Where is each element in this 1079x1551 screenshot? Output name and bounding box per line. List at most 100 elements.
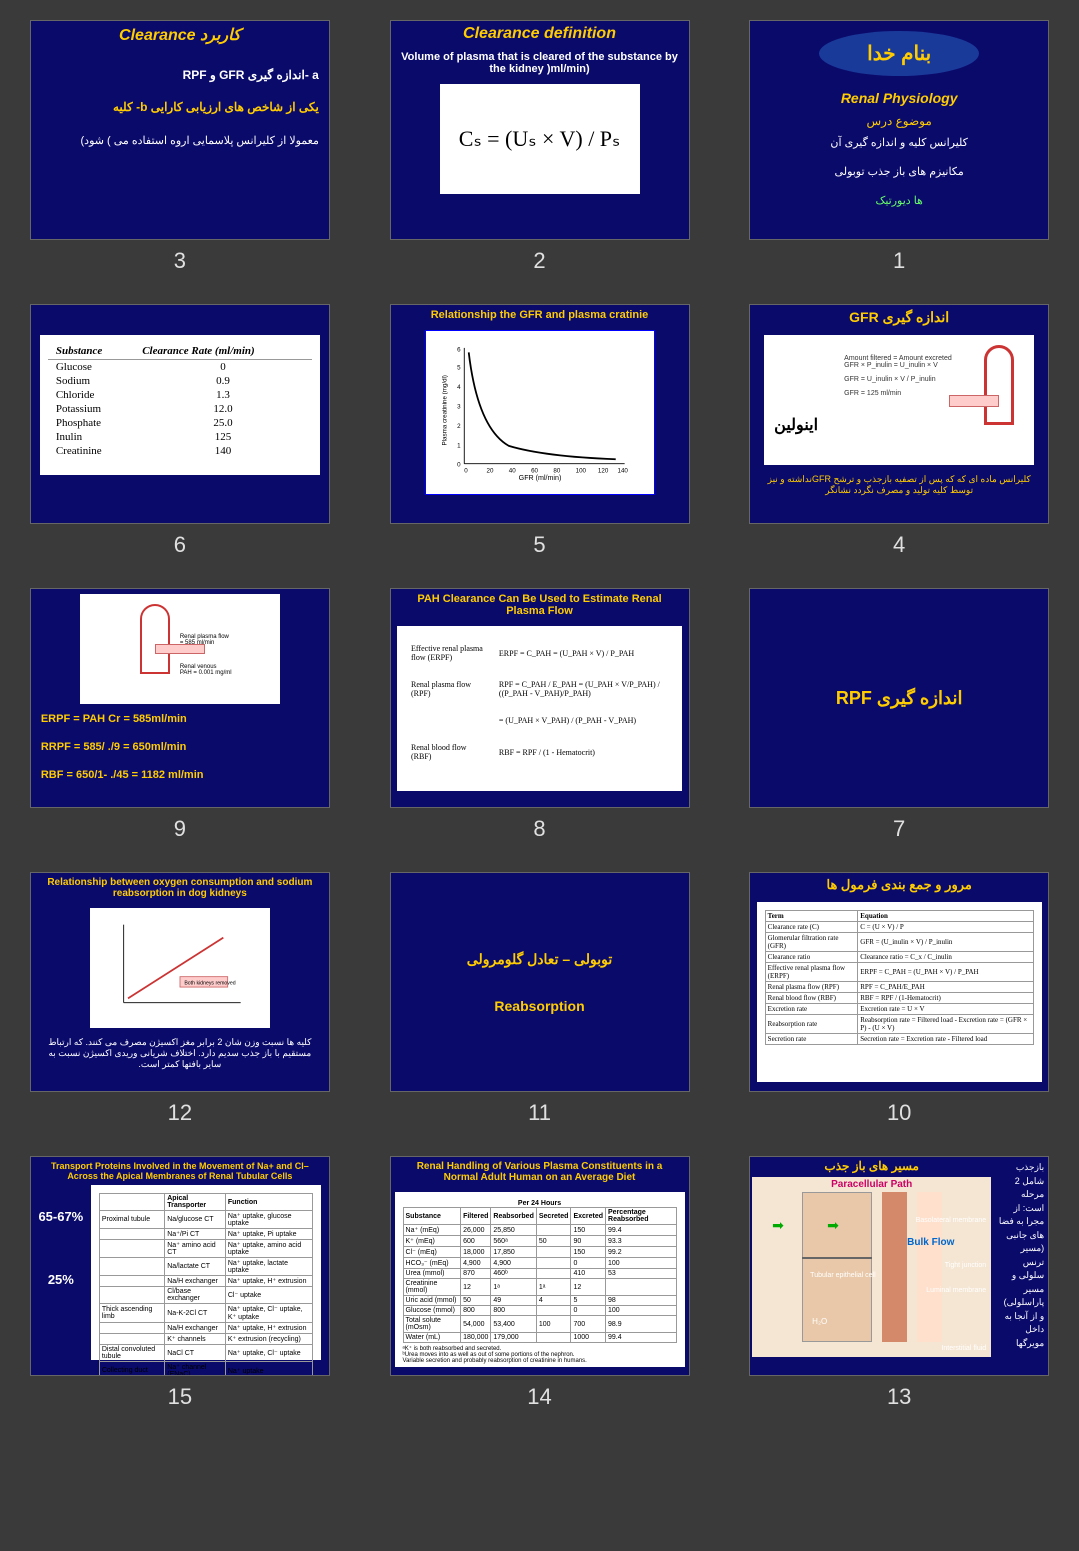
renal-table: SubstanceFilteredReabsorbedSecretedExcre…	[403, 1207, 677, 1343]
slide-number: 3	[174, 248, 186, 274]
slide-2-wrap: Clearance definition Volume of plasma th…	[380, 20, 700, 274]
slide-5[interactable]: Relationship the GFR and plasma cratinie…	[390, 304, 690, 524]
slide-grid: بنام خدا Renal Physiology موضوع درس کلیر…	[20, 20, 1059, 1410]
formula-table: TermEquation Clearance rate (C)C = (U × …	[757, 902, 1042, 1082]
slide-11[interactable]: توبولی – تعادل گلومرولی Reabsorption	[390, 872, 690, 1092]
table-box: Per 24 Hours SubstanceFilteredReabsorbed…	[395, 1192, 685, 1367]
slide-1[interactable]: بنام خدا Renal Physiology موضوع درس کلیر…	[749, 20, 1049, 240]
svg-text:5: 5	[457, 364, 461, 371]
line: موضوع درس	[750, 110, 1048, 132]
chart: Both kidneys removed	[90, 908, 270, 1028]
chart: GFR (ml/min) Plasma creatinine (mg/dl) 0…	[425, 330, 655, 495]
svg-text:6: 6	[457, 346, 461, 353]
line: یکی از شاخص های ارزیابی کارایی b- کلیه	[31, 96, 329, 118]
slide-9-wrap: Renal plasma flow= 585 ml/min Renal veno…	[20, 588, 340, 842]
line: توبولی – تعادل گلومرولی	[467, 951, 612, 968]
line: RBF = 650/1- ./45 = 1182 ml/min	[31, 765, 329, 785]
formula-box: Cₛ = (Uₛ × V) / Pₛ	[440, 84, 640, 194]
cell-diagram: Paracellular Path ➡ ➡ Bulk Flow Tubular …	[752, 1177, 991, 1357]
slide-4-wrap: اندازه گیری GFR اینولین Amount filtered …	[739, 304, 1059, 558]
slide-10-wrap: مرور و جمع بندی فرمول ها TermEquation Cl…	[739, 872, 1059, 1126]
slide-11-wrap: توبولی – تعادل گلومرولی Reabsorption 11	[380, 872, 700, 1126]
svg-text:100: 100	[575, 468, 586, 475]
title: PAH Clearance Can Be Used to Estimate Re…	[391, 589, 689, 621]
svg-text:3: 3	[457, 403, 461, 410]
line: ERPF = PAH Cr = 585ml/min	[31, 709, 329, 729]
slide-7[interactable]: اندازه گیری RPF	[749, 588, 1049, 808]
footer: کلیه ها نسبت وزن شان 2 برابر مغز اکسیژن …	[31, 1033, 329, 1074]
svg-text:140: 140	[617, 468, 628, 475]
svg-text:60: 60	[531, 468, 538, 475]
formula-table: Effective renal plasma flow (ERPF)ERPF =…	[397, 626, 682, 791]
slide-7-wrap: اندازه گیری RPF 7	[739, 588, 1059, 842]
slide-number: 11	[528, 1100, 551, 1126]
line: RRPF = 585/ ./9 = 650ml/min	[31, 737, 329, 757]
slide-9[interactable]: Renal plasma flow= 585 ml/min Renal veno…	[30, 588, 330, 808]
line: معمولا از کلیرانس پلاسمایی اروه استفاده …	[31, 130, 329, 151]
diagram: اینولین Amount filtered = Amount excrete…	[764, 335, 1034, 465]
slide-number: 5	[533, 532, 545, 558]
slide-12[interactable]: Relationship between oxygen consumption …	[30, 872, 330, 1092]
ylabel: Plasma creatinine (mg/dl)	[441, 375, 448, 446]
sidebar: بازجذب شامل 2 مرحله است: از مجرا به فضا …	[993, 1157, 1048, 1375]
subtitle: Volume of plasma that is cleared of the …	[391, 47, 689, 79]
slide-14-wrap: Renal Handling of Various Plasma Constit…	[380, 1156, 700, 1410]
slide-15-wrap: Transport Proteins Involved in the Movem…	[20, 1156, 340, 1410]
footer: کلیرانس ماده ای که که پس از تصفیه بازجذب…	[750, 470, 1048, 500]
title: مرور و جمع بندی فرمول ها	[750, 873, 1048, 897]
slide-3[interactable]: کاربرد Clearance a -اندازه گیری GFR و RP…	[30, 20, 330, 240]
slide-number: 9	[174, 816, 186, 842]
slide-2[interactable]: Clearance definition Volume of plasma th…	[390, 20, 690, 240]
diagram: Renal plasma flow= 585 ml/min Renal veno…	[80, 594, 280, 704]
svg-text:0: 0	[457, 461, 461, 468]
slide-10[interactable]: مرور و جمع بندی فرمول ها TermEquation Cl…	[749, 872, 1049, 1092]
slide-number: 14	[527, 1384, 551, 1410]
title: کاربرد Clearance	[31, 21, 329, 49]
slide-15[interactable]: Transport Proteins Involved in the Movem…	[30, 1156, 330, 1376]
slide-4[interactable]: اندازه گیری GFR اینولین Amount filtered …	[749, 304, 1049, 524]
slide-12-wrap: Relationship between oxygen consumption …	[20, 872, 340, 1126]
title: Clearance definition	[391, 21, 689, 47]
transport-table: Apical TransporterFunction Proximal tubu…	[99, 1193, 313, 1376]
table-box: SubstanceClearance Rate (ml/min) Glucose…	[40, 335, 320, 475]
slide-13[interactable]: مسیر های باز جذب Paracellular Path ➡ ➡ B…	[749, 1156, 1049, 1376]
slide-number: 15	[168, 1384, 192, 1410]
line: ها دیورتیک	[750, 190, 1048, 211]
pct1: 65-67%	[38, 1209, 83, 1224]
slide-number: 4	[893, 532, 905, 558]
title: Relationship between oxygen consumption …	[31, 873, 329, 903]
title-oval: بنام خدا	[819, 31, 979, 76]
clearance-table: SubstanceClearance Rate (ml/min) Glucose…	[48, 343, 312, 458]
slide-5-wrap: Relationship the GFR and plasma cratinie…	[380, 304, 700, 558]
xlabel: GFR (ml/min)	[518, 474, 561, 482]
svg-text:1: 1	[457, 443, 461, 450]
line: Reabsorption	[494, 998, 584, 1014]
slide-13-wrap: مسیر های باز جذب Paracellular Path ➡ ➡ B…	[739, 1156, 1059, 1410]
line: مکانیزم های باز جذب توبولی	[750, 161, 1048, 182]
line: کلیرانس کلیه و اندازه گیری آن	[750, 132, 1048, 153]
title: Renal Handling of Various Plasma Constit…	[391, 1157, 689, 1187]
slide-8-wrap: PAH Clearance Can Be Used to Estimate Re…	[380, 588, 700, 842]
slide-number: 10	[887, 1100, 911, 1126]
svg-text:4: 4	[457, 384, 461, 391]
slide-number: 2	[533, 248, 545, 274]
inulin-label: اینولین	[774, 415, 818, 435]
slide-6[interactable]: SubstanceClearance Rate (ml/min) Glucose…	[30, 304, 330, 524]
slide-number: 12	[168, 1100, 192, 1126]
svg-text:2: 2	[457, 423, 461, 430]
slide-number: 7	[893, 816, 905, 842]
title: مسیر های باز جذب	[750, 1157, 993, 1175]
svg-text:0: 0	[464, 468, 468, 475]
title: Relationship the GFR and plasma cratinie	[391, 305, 689, 325]
svg-text:120: 120	[597, 468, 608, 475]
svg-text:80: 80	[553, 468, 560, 475]
table: TermEquation Clearance rate (C)C = (U × …	[765, 910, 1034, 1045]
slide-14[interactable]: Renal Handling of Various Plasma Constit…	[390, 1156, 690, 1376]
slide-number: 1	[893, 248, 905, 274]
table-box: Apical TransporterFunction Proximal tubu…	[91, 1185, 321, 1360]
slide-8[interactable]: PAH Clearance Can Be Used to Estimate Re…	[390, 588, 690, 808]
slide-number: 6	[174, 532, 186, 558]
slide-number: 13	[887, 1384, 911, 1410]
slide-6-wrap: SubstanceClearance Rate (ml/min) Glucose…	[20, 304, 340, 558]
pct2: 25%	[48, 1272, 74, 1287]
